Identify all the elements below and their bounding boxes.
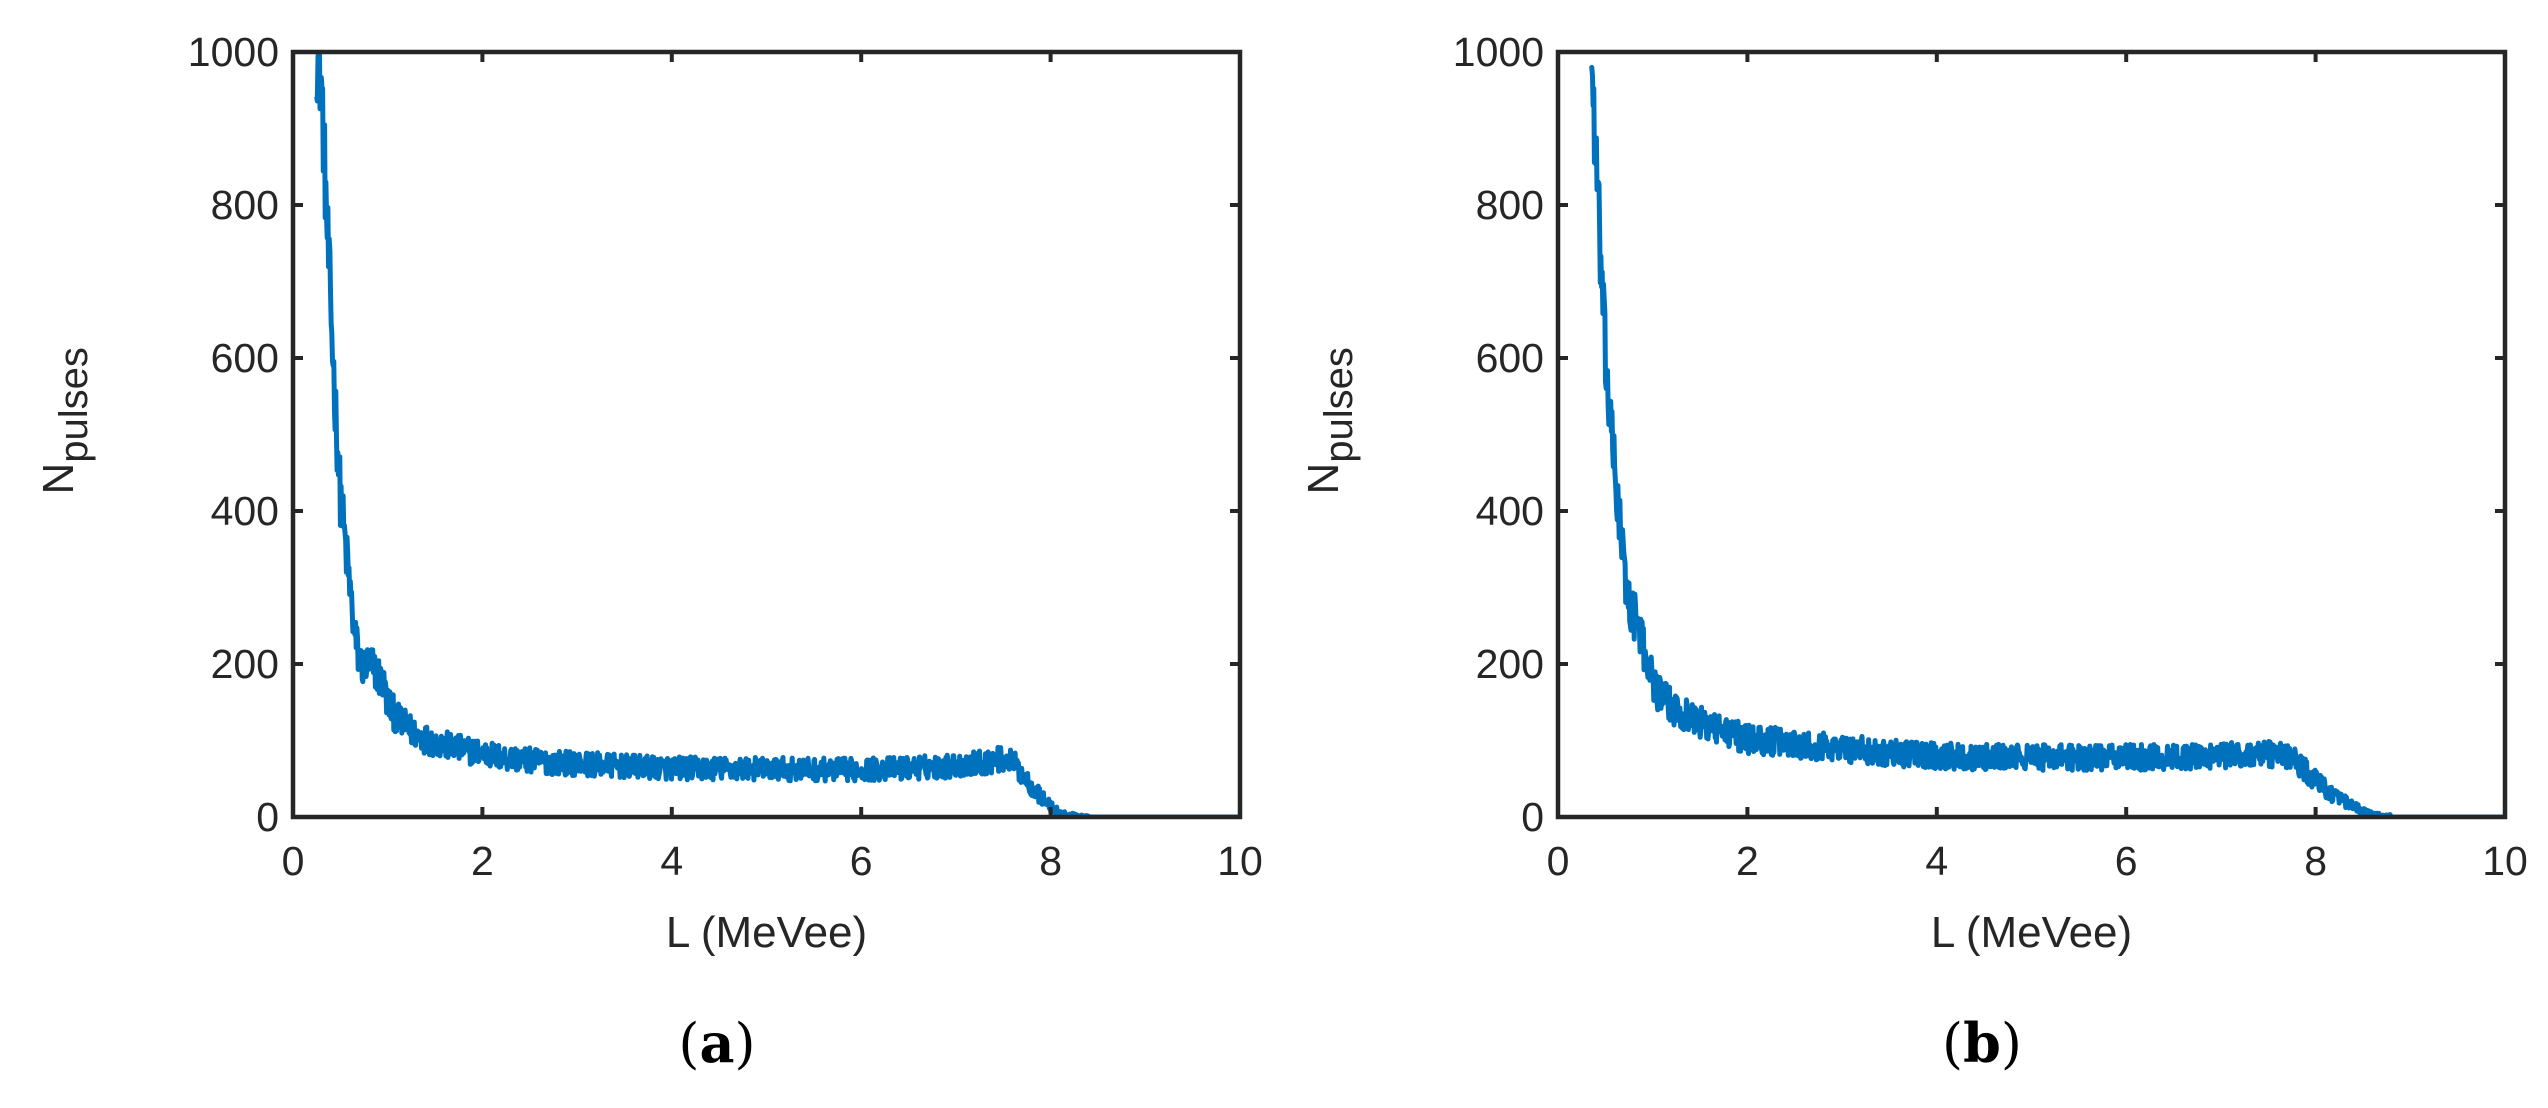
chart-panel-a: 0 2 4 6 8 10 0 200 400 600 800 1000 L (MeVee) Npulses… (34, 29, 1263, 1075)
y-tick-label: 400 (211, 488, 279, 534)
x-tick-label: 2 (1736, 838, 1759, 884)
caption-letter: b (1963, 1011, 2001, 1075)
y-tick-label: 600 (211, 335, 279, 381)
y-tick-label: 200 (211, 641, 279, 687)
y-axis-label: Npulses (34, 347, 96, 494)
x-axis-label: L (MeVee) (1931, 908, 2132, 957)
caption-open-paren: ( (678, 1012, 699, 1075)
chart-panel-b: 0 2 4 6 8 10 0 200 400 600 800 1000 L (MeVee) Npulses… (1299, 29, 2528, 1075)
y-tick-label: 400 (1476, 488, 1544, 534)
y-tick-label: 1000 (188, 29, 279, 75)
x-tick-label: 8 (2304, 838, 2327, 884)
x-tick-label: 10 (2482, 838, 2528, 884)
y-tick-label: 0 (1521, 794, 1544, 840)
y-tick-label: 1000 (1453, 29, 1544, 75)
series-line-spectrum (1588, 64, 2505, 817)
y-tick-label: 200 (1476, 641, 1544, 687)
y-tick-label: 800 (211, 182, 279, 228)
caption-letter: a (700, 1011, 735, 1075)
y-axis-label: Npulses (1299, 347, 1361, 494)
x-tick-label: 4 (1925, 838, 1948, 884)
series-line-spectrum (314, 52, 1240, 817)
x-tick-label: 4 (660, 838, 683, 884)
caption-close-paren: ) (2001, 1012, 2022, 1075)
panel-caption: (a) (678, 1011, 755, 1075)
y-axis-label-subscript: pulses (52, 347, 96, 463)
y-tick-label: 0 (256, 794, 279, 840)
x-axis-label: L (MeVee) (666, 908, 867, 957)
x-tick-label: 8 (1039, 838, 1062, 884)
x-tick-label: 0 (282, 838, 305, 884)
x-tick-label: 6 (2115, 838, 2138, 884)
caption-open-paren: ( (1942, 1012, 1963, 1075)
axes-box (290, 49, 1243, 820)
y-axis-label-main: N (1299, 463, 1348, 495)
caption-close-paren: ) (735, 1012, 756, 1075)
axes-box (1555, 49, 2508, 820)
y-tick-label: 600 (1476, 335, 1544, 381)
x-tick-label: 0 (1547, 838, 1570, 884)
y-axis-label-subscript: pulses (1317, 347, 1361, 463)
y-tick-label: 800 (1476, 182, 1544, 228)
x-tick-label: 6 (850, 838, 873, 884)
x-tick-label: 2 (471, 838, 494, 884)
y-axis-label-main: N (34, 463, 83, 495)
panel-caption: (b) (1942, 1011, 2022, 1075)
x-tick-label: 10 (1217, 838, 1263, 884)
